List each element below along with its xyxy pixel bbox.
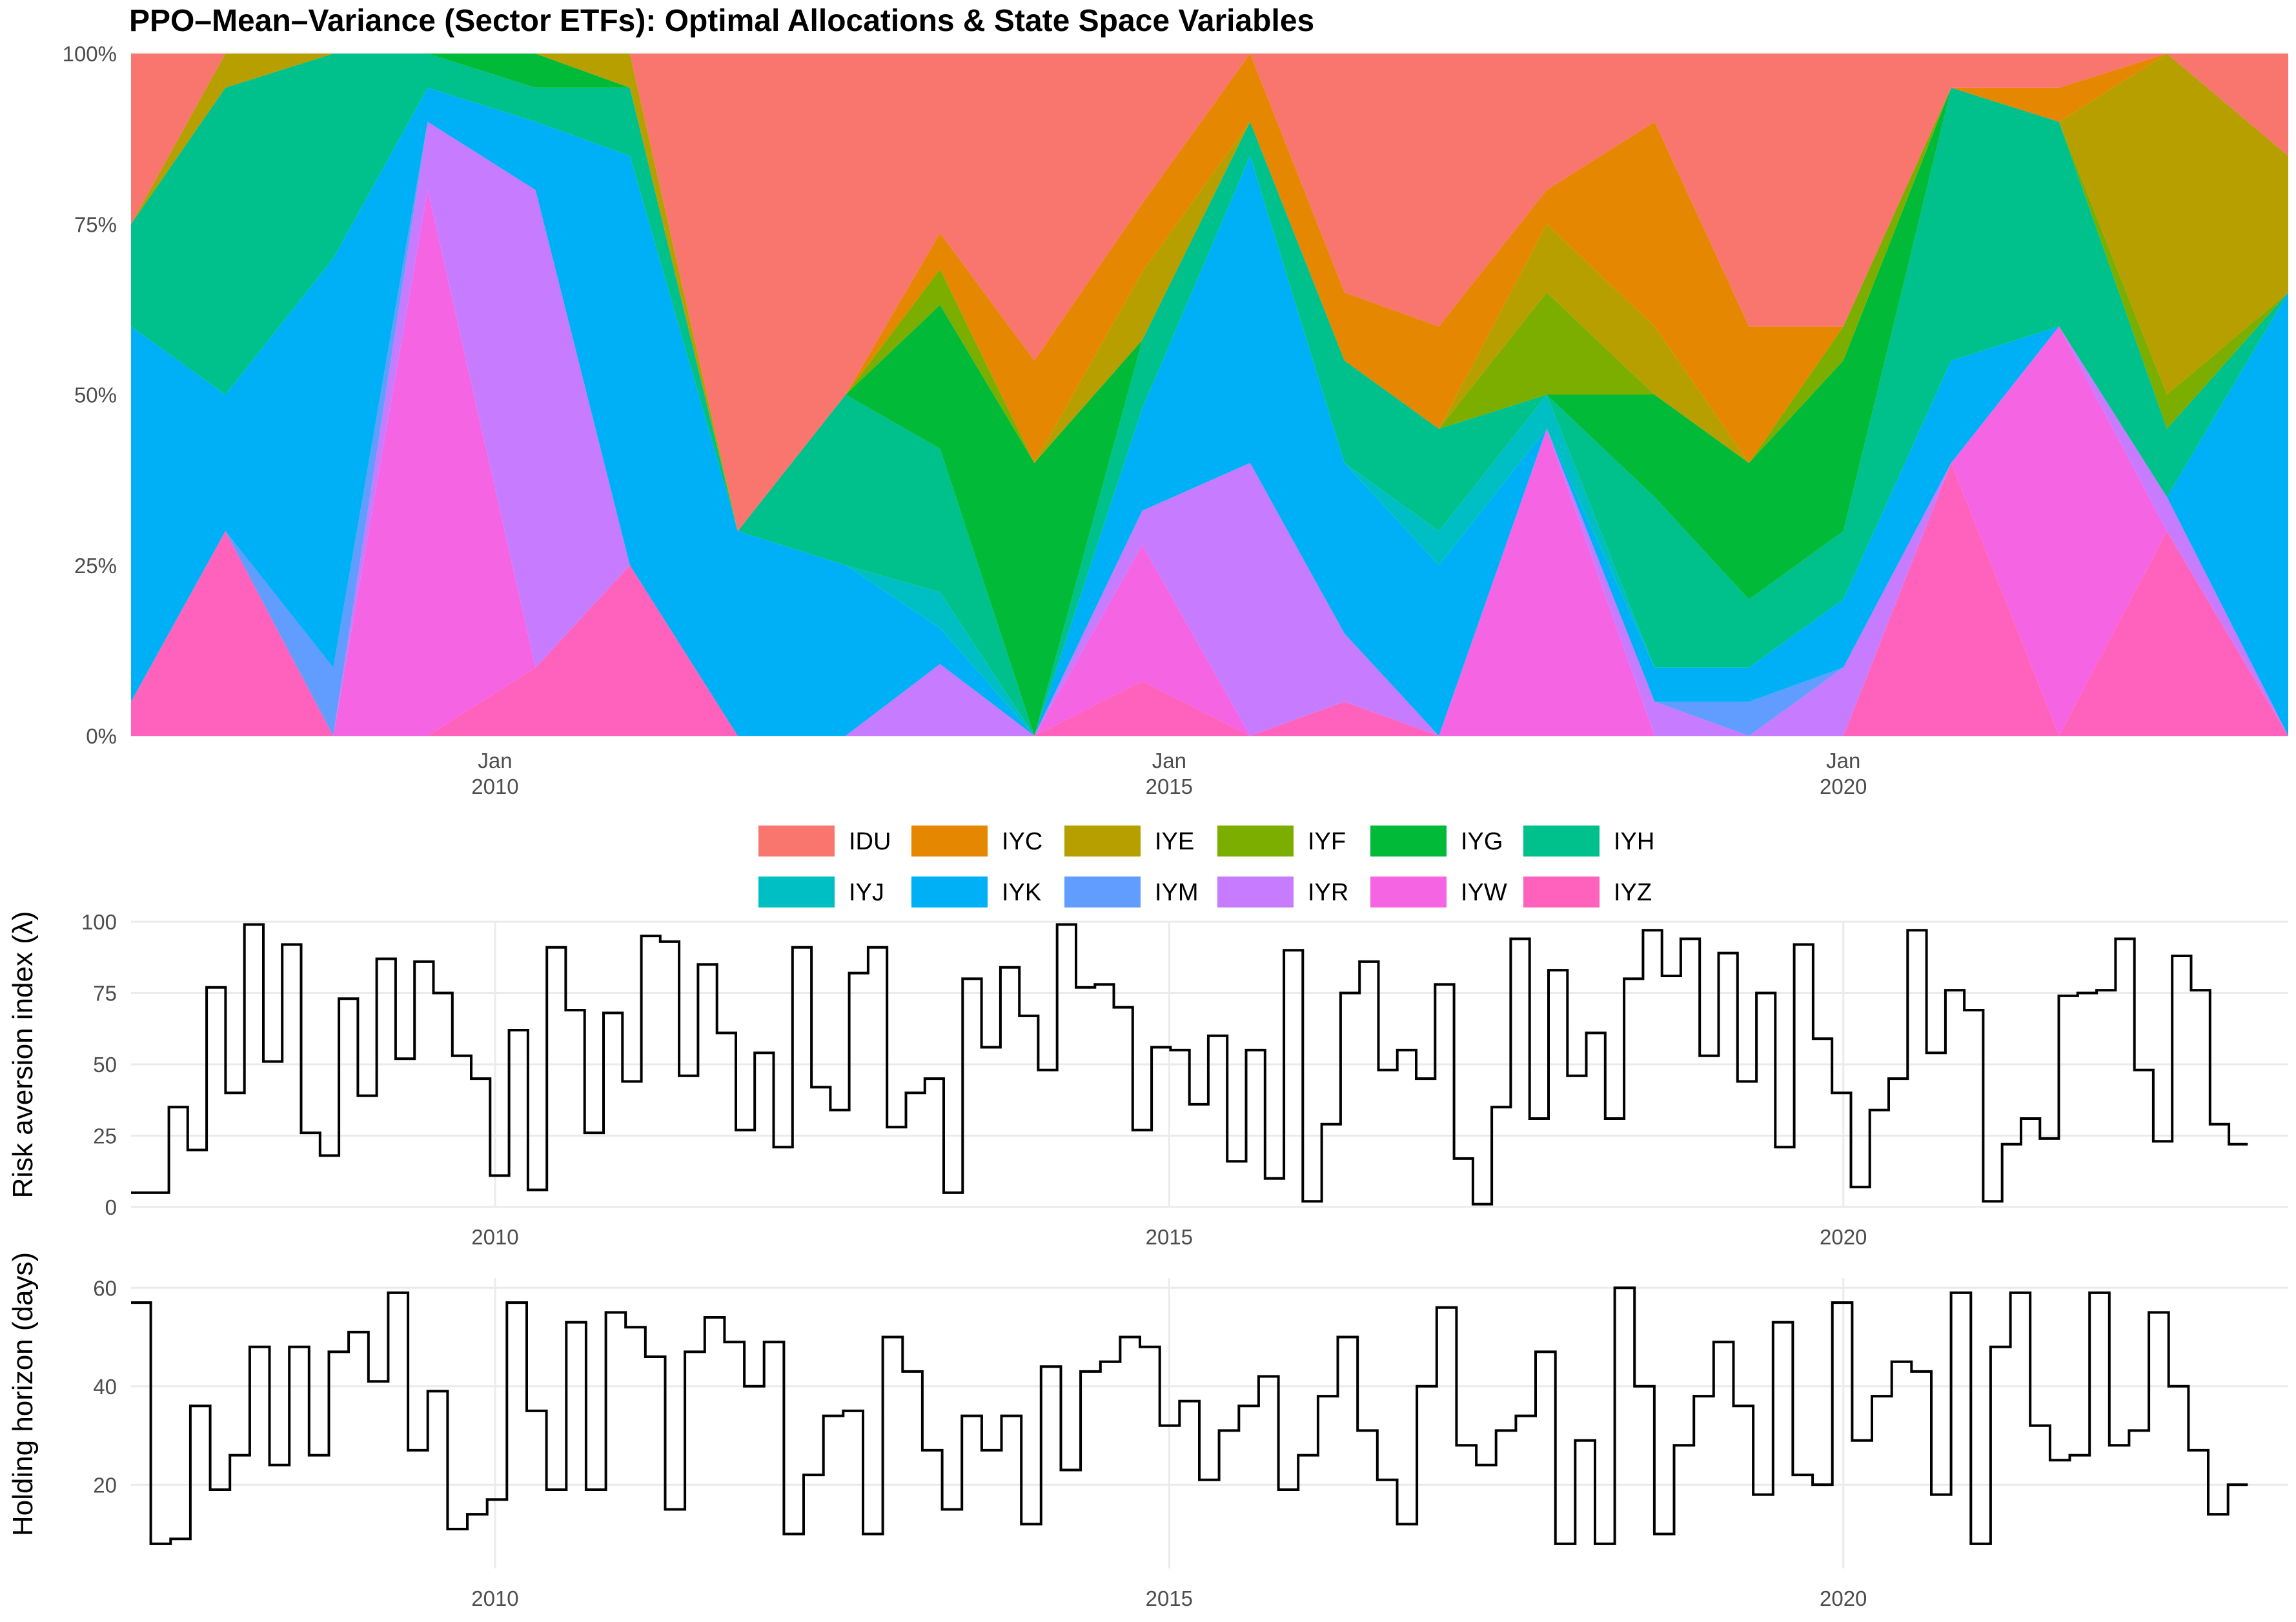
area-series-iyc	[131, 54, 2288, 531]
risk-aversion-line	[131, 923, 2248, 1206]
risk-aversion-step-line	[131, 923, 2248, 1206]
holding-horizon-y-tick-label: 20	[93, 1473, 117, 1497]
legend-label-iyc: IYC	[1002, 828, 1042, 855]
legend-swatch-iyc	[911, 826, 988, 857]
area-series-iyh	[131, 54, 2288, 736]
legend-label-iyr: IYR	[1308, 879, 1348, 906]
legend-swatch-iyj	[758, 877, 835, 907]
legend-swatch-iyh	[1523, 826, 1600, 857]
legend-label-iyz: IYZ	[1614, 879, 1652, 906]
legend-swatch-iyg	[1370, 826, 1447, 857]
legend-label-iyf: IYF	[1308, 828, 1346, 855]
area-series-iyg	[131, 54, 2288, 736]
risk-aversion-x-tick-label: 2015	[1146, 1225, 1193, 1249]
legend-swatch-iyr	[1217, 877, 1294, 907]
legend-swatch-idu	[758, 826, 835, 857]
legend-label-idu: IDU	[849, 828, 891, 855]
legend-swatch-iyf	[1217, 826, 1294, 857]
allocation-y-axis: 0% 25% 50% 75% 100%	[63, 42, 117, 748]
legend-swatch-iyz	[1523, 877, 1600, 907]
holding-horizon-gridlines	[131, 1278, 2288, 1568]
allocation-x-tick-month: Jan	[1826, 749, 1860, 773]
holding-horizon-y-tick-label: 60	[93, 1276, 117, 1300]
area-series-iyw	[131, 190, 2288, 736]
area-series-iyk	[131, 87, 2288, 736]
allocation-y-tick-label: 75%	[74, 212, 117, 236]
holding-horizon-chart: 20 40 60 2010 2015 2020 Holding horizon (days…	[7, 1252, 2288, 1610]
risk-aversion-chart: 0 25 50 75 100 2010 2015 2020 Risk aversion ind…	[7, 910, 2288, 1249]
holding-horizon-y-label: Holding horizon (days)	[7, 1252, 39, 1536]
legend-swatch-iye	[1064, 826, 1141, 857]
allocation-legend: IDU IYC IYE IYF IYG IYH IYJ IYK IYM IYR IYW IYZ	[758, 826, 1654, 907]
allocation-y-tick-label: 0%	[86, 724, 117, 748]
area-series-iyr	[131, 121, 2288, 736]
legend-swatch-iyw	[1370, 877, 1447, 907]
holding-horizon-x-tick-label: 2015	[1146, 1587, 1193, 1610]
risk-aversion-x-tick-label: 2020	[1820, 1225, 1867, 1249]
legend-label-iyh: IYH	[1614, 828, 1654, 855]
allocation-y-tick-label: 50%	[74, 383, 117, 407]
area-series-iyz	[131, 463, 2288, 736]
legend-label-iyw: IYW	[1461, 879, 1507, 906]
risk-aversion-gridlines	[131, 920, 2288, 1208]
risk-aversion-y-tick-label: 0	[105, 1195, 117, 1219]
risk-aversion-y-tick-label: 25	[93, 1124, 117, 1148]
allocation-x-tick-month: Jan	[1152, 749, 1186, 773]
risk-aversion-y-tick-label: 75	[93, 982, 117, 1006]
holding-horizon-line	[131, 1286, 2248, 1545]
risk-aversion-x-tick-label: 2010	[471, 1225, 518, 1249]
allocation-x-tick-month: Jan	[478, 749, 512, 773]
legend-swatch-iyk	[911, 877, 988, 907]
allocation-area-series	[131, 54, 2288, 736]
area-series-idu	[131, 54, 2288, 531]
risk-aversion-axes: 0 25 50 75 100 2010 2015 2020	[81, 910, 1867, 1249]
allocation-x-tick-year: 2015	[1146, 775, 1193, 798]
risk-aversion-y-label: Risk aversion index (λ)	[7, 911, 39, 1198]
holding-horizon-step-line	[131, 1286, 2248, 1545]
legend-swatch-iym	[1064, 877, 1141, 907]
risk-aversion-y-tick-label: 100	[81, 910, 117, 934]
legend-label-iyg: IYG	[1461, 828, 1503, 855]
holding-horizon-axes: 20 40 60 2010 2015 2020	[93, 1276, 1867, 1610]
holding-horizon-x-tick-label: 2010	[471, 1587, 518, 1610]
legend-label-iye: IYE	[1155, 828, 1194, 855]
holding-horizon-x-tick-label: 2020	[1820, 1587, 1867, 1610]
allocation-x-tick-year: 2020	[1820, 775, 1867, 798]
risk-aversion-y-tick-label: 50	[93, 1053, 117, 1077]
allocation-x-tick-year: 2010	[471, 775, 518, 798]
legend-label-iym: IYM	[1155, 879, 1199, 906]
legend-label-iyj: IYJ	[849, 879, 884, 906]
allocation-y-tick-label: 100%	[63, 42, 117, 66]
legend-label-iyk: IYK	[1002, 879, 1041, 906]
allocation-y-tick-label: 25%	[74, 554, 117, 578]
figure-title: PPO–Mean–Variance (Sector ETFs): Optimal…	[129, 4, 1314, 38]
holding-horizon-y-tick-label: 40	[93, 1375, 117, 1399]
